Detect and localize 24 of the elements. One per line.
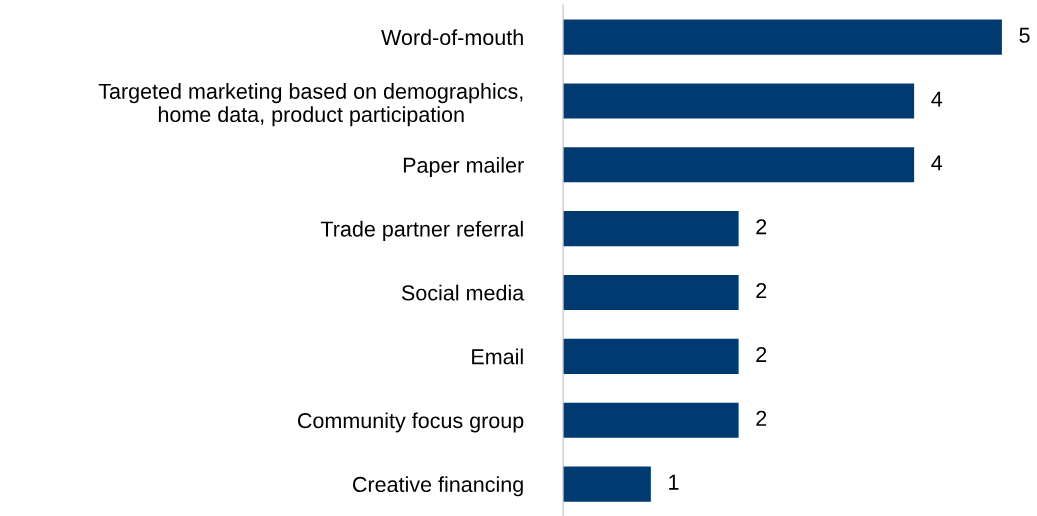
y-tick-label: Targeted marketing based on demographics, home data, product participation: [98, 83, 523, 127]
data-label: 2: [756, 283, 767, 299]
y-tick-label: Community focus group: [297, 412, 524, 433]
data-label: 1: [669, 474, 679, 490]
bar: [563, 211, 739, 247]
bar: [563, 466, 651, 502]
y-tick-label: Email: [472, 348, 523, 365]
data-label: 2: [756, 410, 767, 426]
y-tick-label: Trade partner referral: [320, 220, 523, 241]
bar: [563, 83, 915, 119]
bar: [563, 274, 739, 311]
y-tick-label: Paper mailer: [403, 157, 524, 178]
data-label: 2: [756, 346, 767, 362]
bar: [563, 402, 739, 438]
y-tick-label: Word-of-mouth: [381, 29, 523, 46]
data-label: 5: [1019, 27, 1030, 43]
data-label: 4: [931, 155, 943, 171]
bar: [563, 147, 915, 183]
data-label: 2: [756, 219, 767, 235]
data-label: 4: [931, 91, 943, 107]
bar: [563, 338, 739, 374]
y-tick-label: Creative financing: [352, 476, 523, 497]
bar: [563, 19, 1002, 55]
y-tick-label: Social media: [401, 284, 525, 301]
